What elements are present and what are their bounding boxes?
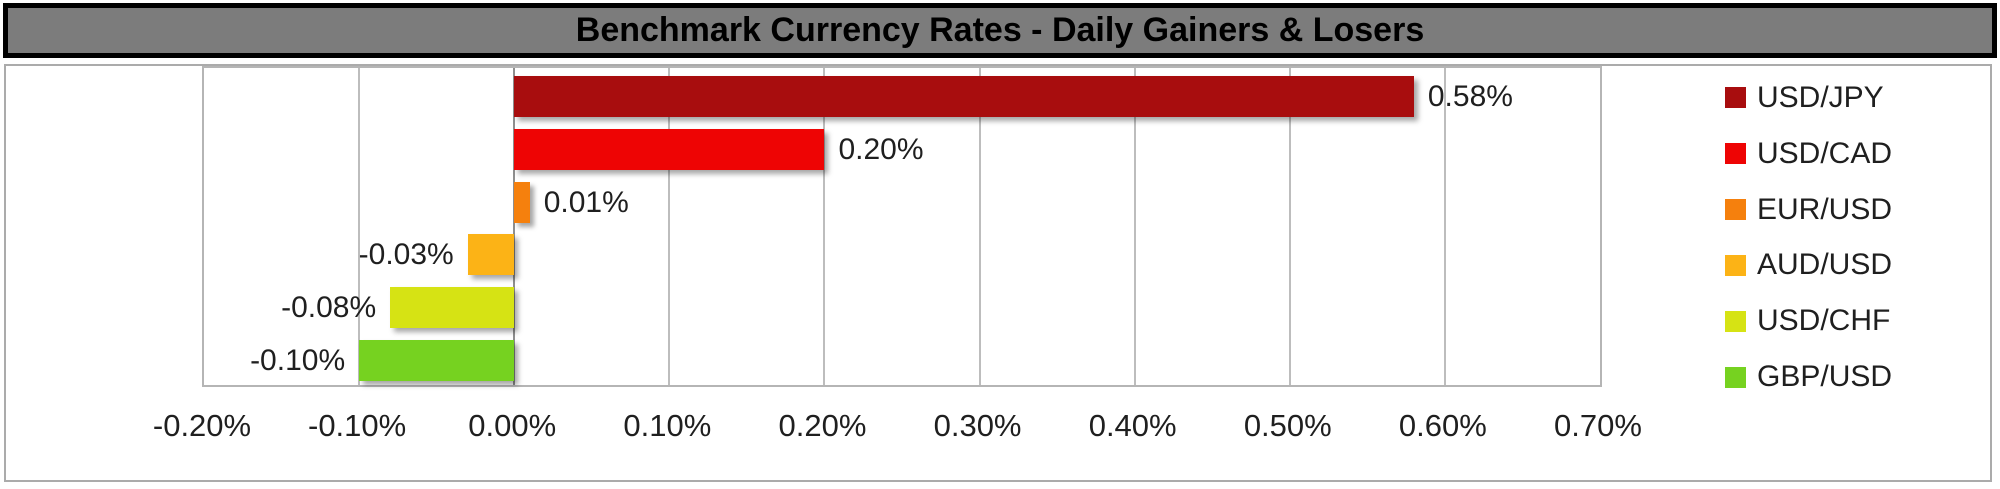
bar-aud-usd [467, 234, 515, 275]
legend-label: USD/CAD [1757, 136, 1893, 170]
bar-value-label-aud-usd: -0.03% [358, 237, 454, 271]
x-tick-label: 0.10% [623, 408, 712, 443]
x-tick-label: -0.10% [307, 408, 407, 443]
legend-label: AUD/USD [1757, 248, 1893, 282]
bar-usd-chf [390, 287, 515, 328]
legend-swatch-icon [1725, 199, 1746, 221]
legend-swatch-icon [1725, 143, 1746, 165]
legend-swatch-icon [1725, 254, 1746, 276]
legend-item-usd-cad: USD/CAD [1725, 126, 1995, 182]
x-tick-label: 0.20% [778, 408, 867, 443]
bar-value-label-usd-chf: -0.08% [281, 290, 377, 324]
x-tick-label: -0.20% [152, 408, 252, 443]
x-tick-label: 0.70% [1554, 408, 1642, 443]
x-tick-label: 0.50% [1243, 408, 1332, 443]
plot-area: 0.58% 0.20% 0.01% -0.03% -0.08% -0.10% [202, 66, 1602, 387]
legend-label: USD/CHF [1757, 304, 1891, 338]
legend-swatch-icon [1725, 87, 1746, 109]
legend-item-gbp-usd: GBP/USD [1725, 349, 1995, 405]
legend-label: GBP/USD [1757, 360, 1893, 394]
bar-gbp-usd [359, 340, 515, 381]
x-axis: -0.20% -0.10% 0.00% 0.10% 0.20% 0.30% 0.40% 0.5… [153, 400, 1642, 455]
legend-item-usd-chf: USD/CHF [1725, 293, 1995, 349]
gridline [823, 68, 826, 385]
bar-value-label-usd-jpy: 0.58% [1427, 79, 1513, 113]
legend-label: EUR/USD [1757, 192, 1893, 226]
bar-usd-cad [514, 129, 825, 170]
x-tick-label: 0.40% [1088, 408, 1177, 443]
bar-value-label-gbp-usd: -0.10% [250, 343, 346, 377]
bar-value-label-eur-usd: 0.01% [543, 185, 629, 219]
x-tick-label: 0.30% [933, 408, 1022, 443]
legend: USD/JPY USD/CAD EUR/USD AUD/USD USD/CHF GBP/U… [1725, 70, 1995, 405]
zero-axis-line [513, 68, 516, 385]
x-tick-label: 0.00% [468, 408, 557, 443]
bar-usd-jpy [514, 76, 1414, 117]
x-tick-label: 0.60% [1398, 408, 1487, 443]
gridline [1288, 68, 1291, 385]
legend-swatch-icon [1725, 310, 1746, 332]
gridline [668, 68, 671, 385]
gridline [1443, 68, 1446, 385]
legend-swatch-icon [1725, 366, 1746, 388]
legend-item-usd-jpy: USD/JPY [1725, 70, 1995, 126]
chart-title: Benchmark Currency Rates - Daily Gainers… [575, 11, 1425, 49]
gridline [978, 68, 981, 385]
gridline [1133, 68, 1136, 385]
chart-title-bar: Benchmark Currency Rates - Daily Gainers… [3, 3, 1997, 58]
bar-eur-usd [514, 182, 530, 223]
legend-item-aud-usd: AUD/USD [1725, 237, 1995, 293]
gridline [358, 68, 361, 385]
legend-label: USD/JPY [1757, 80, 1884, 114]
bar-value-label-usd-cad: 0.20% [838, 132, 924, 166]
legend-item-eur-usd: EUR/USD [1725, 182, 1995, 238]
